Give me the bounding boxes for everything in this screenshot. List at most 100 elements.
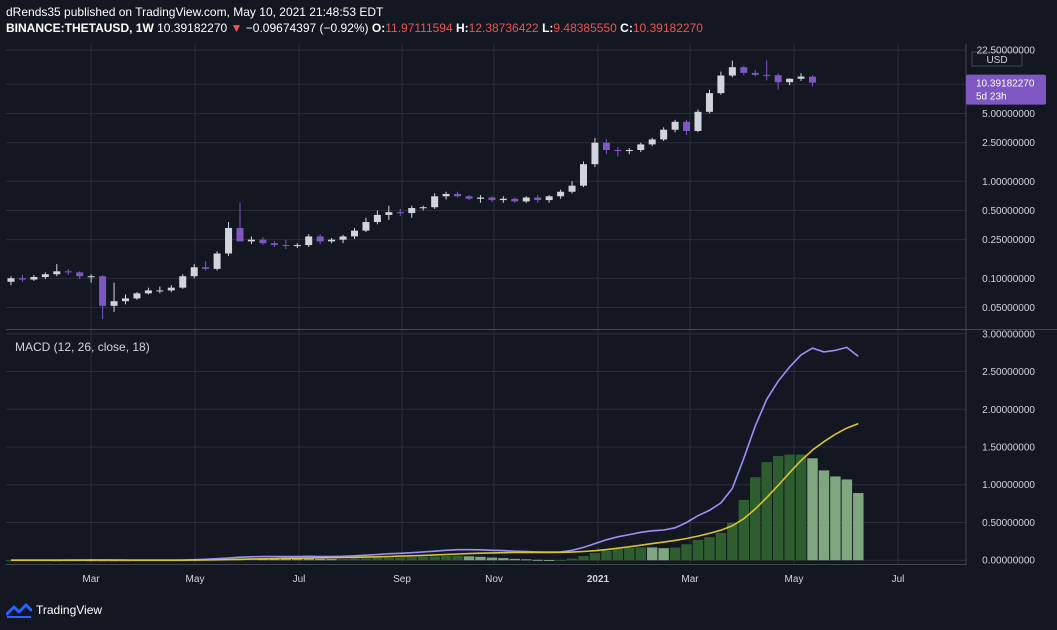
- histogram-bar: [360, 558, 372, 561]
- candle-body: [763, 74, 771, 76]
- histogram-bar: [463, 556, 475, 561]
- histogram-bar: [818, 470, 830, 561]
- candle-body: [328, 239, 336, 242]
- histogram-bar: [337, 559, 349, 561]
- candle-body: [18, 278, 26, 280]
- candle-body: [247, 239, 255, 242]
- last-price-badge: 10.39182270 5d 23h: [966, 74, 1046, 105]
- histogram-bar: [532, 559, 543, 561]
- histogram-bar: [498, 558, 509, 561]
- price-tick-label: 2.50000000: [982, 138, 1035, 149]
- price-tick-label: 0.10000000: [982, 274, 1035, 285]
- candle-body: [797, 76, 805, 79]
- candle-body: [362, 222, 370, 231]
- candle-body: [717, 75, 725, 94]
- axes: MACD (12, 26, close, 18) USD Mar May Jul Se…: [6, 44, 1057, 585]
- time-tick-label: Mar: [681, 574, 699, 585]
- histogram-bar: [727, 522, 738, 561]
- candle-body: [339, 236, 347, 240]
- price-candles: [7, 60, 816, 320]
- candle-body: [122, 298, 129, 302]
- histogram-bar: [292, 558, 303, 561]
- candle-body: [648, 139, 656, 145]
- candle-body: [373, 214, 381, 223]
- candle-body: [625, 150, 633, 152]
- currency-box: [971, 51, 1023, 67]
- histogram-bar: [543, 559, 555, 561]
- histogram-bar: [486, 557, 498, 561]
- tradingview-logo-icon: [6, 603, 32, 618]
- change-value: −0.09674397 (−0.92%): [245, 21, 369, 35]
- candle-body: [591, 142, 599, 165]
- last-price: 10.39182270: [157, 21, 228, 35]
- price-tick-label: 1.00000000: [982, 177, 1035, 188]
- histogram-bar: [417, 556, 429, 561]
- macd-tick-label: 2.50000000: [982, 367, 1035, 378]
- badge-background: [966, 74, 1046, 105]
- grid: [6, 44, 966, 564]
- low-label: L:: [542, 21, 554, 35]
- candle-body: [202, 267, 210, 269]
- candle-body: [786, 78, 794, 83]
- histogram-bar: [521, 559, 532, 561]
- histogram-bar: [452, 555, 463, 561]
- candle-body: [259, 239, 267, 244]
- histogram-bar: [669, 547, 681, 561]
- candle-body: [190, 267, 198, 277]
- badge-countdown: 5d 23h: [976, 92, 1007, 103]
- candle-body: [396, 212, 404, 214]
- price-tick-label: 0.25000000: [982, 235, 1035, 246]
- currency-label: USD: [986, 55, 1007, 66]
- histogram-bar: [280, 558, 292, 561]
- candle-body: [454, 193, 462, 197]
- histogram-bar: [395, 557, 406, 561]
- footer: TradingView: [6, 602, 102, 618]
- histogram-bar: [566, 558, 578, 561]
- histogram-bar: [429, 556, 440, 561]
- candle-body: [545, 196, 553, 201]
- candle-body: [465, 196, 473, 199]
- histogram-bar: [440, 555, 452, 561]
- candle-body: [213, 253, 221, 269]
- candle-body: [637, 144, 645, 151]
- candle-body: [351, 230, 358, 237]
- chart-header: dRends35 published on TradingView.com, M…: [6, 4, 703, 36]
- candle-body: [614, 150, 622, 152]
- candle-body: [728, 67, 736, 76]
- price-tick-label: 0.50000000: [982, 206, 1035, 217]
- candle-body: [408, 208, 416, 214]
- histogram-bar: [509, 558, 521, 561]
- candle-body: [705, 93, 713, 112]
- histogram-bar: [681, 544, 692, 561]
- publisher-line: dRends35 published on TradingView.com, M…: [6, 5, 384, 19]
- high-value: 12.38736422: [468, 21, 539, 35]
- histogram-bar: [383, 557, 395, 561]
- histogram-bar: [349, 558, 360, 561]
- candle-body: [99, 276, 107, 306]
- histogram-bar: [704, 537, 715, 561]
- candle-body: [568, 185, 576, 192]
- close-value: 10.39182270: [632, 21, 703, 35]
- candle-body: [683, 121, 691, 131]
- candle-body: [442, 193, 450, 197]
- candle-body: [133, 293, 141, 299]
- symbol-label[interactable]: BINANCE:THETAUSD, 1W: [6, 21, 154, 35]
- candle-body: [53, 271, 61, 275]
- candle-body: [499, 198, 507, 201]
- close-label: C:: [620, 21, 633, 35]
- candle-body: [751, 72, 759, 75]
- histogram-bar: [772, 456, 784, 561]
- time-tick-label: 2021: [587, 574, 610, 585]
- histogram-bar: [795, 454, 807, 561]
- macd-series: [5, 346, 864, 562]
- candle-body: [30, 277, 38, 280]
- footer-brand[interactable]: TradingView: [36, 603, 103, 617]
- macd-tick-label: 3.00000000: [982, 329, 1035, 340]
- histogram-bar: [658, 548, 669, 561]
- candle-body: [385, 212, 393, 215]
- histogram-bar: [807, 458, 818, 561]
- histogram-bar: [624, 547, 635, 561]
- candle-body: [225, 227, 233, 254]
- macd-title[interactable]: MACD (12, 26, close, 18): [15, 340, 150, 354]
